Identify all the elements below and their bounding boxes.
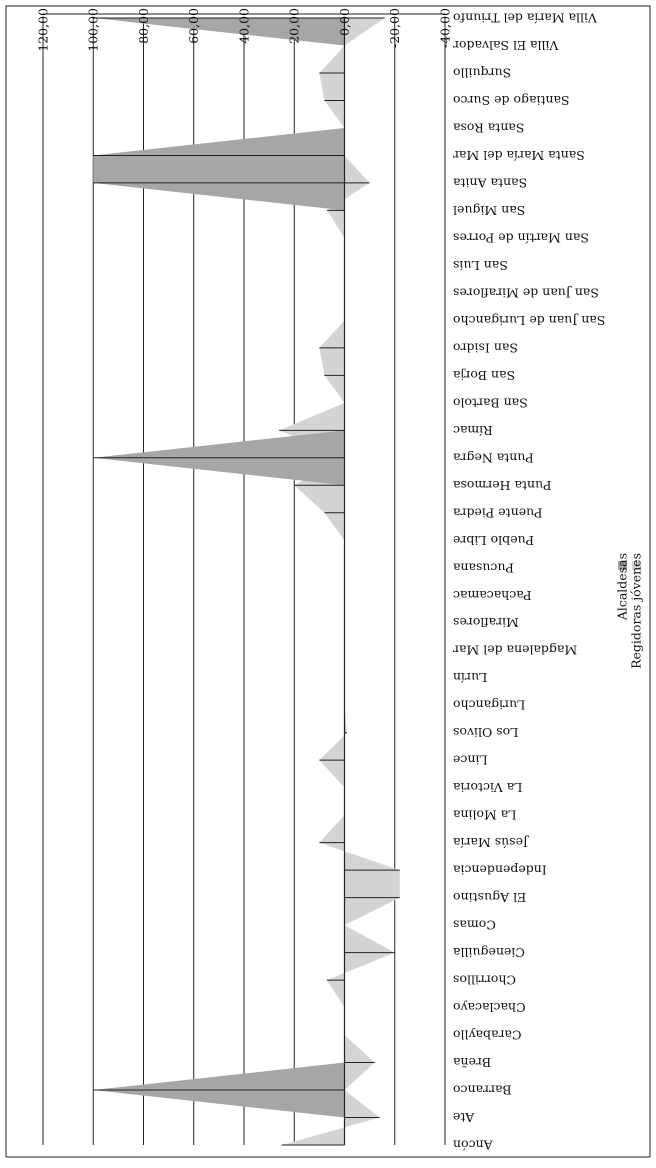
category-label: San Borja (452, 368, 515, 383)
category-label: Chorrillos (453, 973, 516, 988)
axes (43, 13, 445, 1145)
value-tick-label: 120,00 (35, 8, 50, 52)
category-labels: Ancón Ate Barranco Breña Carabayllo Chaclacay… (452, 11, 605, 1153)
value-tick-label: 80,00 (136, 8, 151, 44)
category-label: Pachacamac (453, 588, 532, 603)
category-label: Santa María del Mar (453, 148, 585, 163)
value-tick-labels: -40,00 -20,00 0,00 20,00 40,00 60,00 80,00 100,… (35, 8, 452, 52)
series-areas (93, 18, 400, 1145)
category-label: Pucusana (452, 560, 513, 575)
value-tick-label: 20,00 (287, 8, 302, 44)
category-label: Punta Negra (452, 450, 533, 465)
category-label: Miraflores (453, 615, 519, 630)
category-label: Lurín (453, 670, 487, 685)
legend-swatch-0 (632, 561, 641, 570)
category-label: Lince (453, 753, 488, 768)
legend-swatch-1 (618, 561, 627, 570)
series-area-0 (279, 18, 400, 1145)
legend-label-0: Regidoras jóvenes (628, 553, 643, 669)
category-label: Carabayllo (453, 1028, 521, 1043)
category-label: San Miguel (453, 203, 525, 218)
category-label: Ancón (453, 1138, 494, 1153)
category-label: Magdalena del Mar (453, 643, 577, 658)
category-label: Barranco (453, 1083, 512, 1098)
category-label: Lurigancho (453, 698, 525, 713)
category-label: San Juan de Lurigancho (453, 313, 605, 328)
value-tick-label: 100,00 (86, 8, 101, 52)
category-label: Los Olivos (453, 725, 518, 740)
category-label: Santa Rosa (452, 120, 524, 135)
category-label: Rímac (453, 423, 493, 438)
category-label: Puente Piedra (452, 505, 542, 520)
category-label: Pueblo Libre (453, 533, 534, 548)
chart-border (5, 5, 651, 1158)
drop-lines (93, 17, 400, 1146)
legend-label-1: Alcaldesas (614, 553, 629, 621)
series-area-1 (93, 18, 345, 1145)
category-label: Villa El Salvador (453, 38, 559, 53)
category-label: Santiago de Surco (453, 93, 570, 108)
value-tick-label: 60,00 (186, 8, 201, 44)
category-label: Comas (453, 918, 496, 933)
category-label: La Victoria (452, 780, 522, 795)
category-label: San Bartolo (453, 395, 528, 410)
gridlines (42, 18, 446, 1145)
value-tick-label: 40,00 (236, 8, 251, 44)
category-label: Chaclacayo (453, 1000, 526, 1015)
category-label: Jesús María (452, 835, 529, 850)
category-label: Villa María del Triunfo (453, 11, 598, 26)
category-label: Ate (453, 1110, 475, 1125)
category-label: El Agustino (453, 890, 526, 905)
category-label: San Isidro (453, 340, 518, 355)
value-tick-label: -20,00 (387, 8, 402, 48)
category-label: Surquillo (453, 65, 511, 80)
category-label: Breña (452, 1055, 491, 1070)
category-label: San Martín de Porres (453, 230, 589, 245)
category-label: La Molina (452, 808, 516, 823)
category-label: San Luis (453, 258, 508, 273)
category-label: San Juan de Miraflores (453, 285, 599, 300)
category-label: Punta Hermosa (452, 478, 551, 493)
value-tick-label: 0,00 (337, 8, 352, 36)
category-label: Independencia (452, 863, 546, 878)
category-label: Cieneguilla (452, 945, 524, 960)
category-label: Santa Anita (452, 175, 527, 190)
value-tick-label: -40,00 (437, 8, 452, 48)
